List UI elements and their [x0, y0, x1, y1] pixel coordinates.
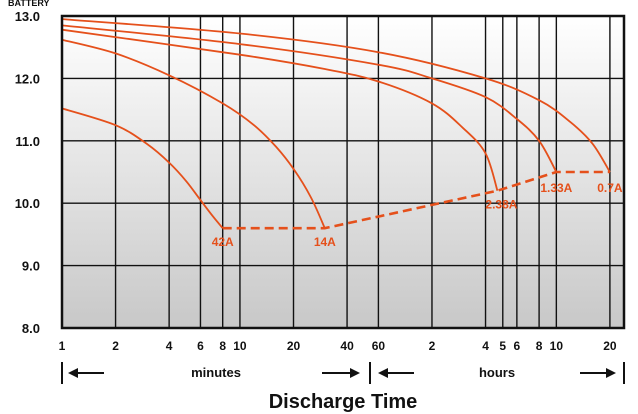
- x-tick-label: 10: [550, 339, 564, 353]
- y-tick-label: 10.0: [15, 196, 40, 211]
- x-tick-label: 40: [340, 339, 354, 353]
- y-tick-label: 9.0: [22, 259, 40, 274]
- hours-arrow-left-head: [378, 368, 388, 378]
- x-tick-label: 1: [59, 339, 66, 353]
- x-tick-label: 2: [429, 339, 436, 353]
- hours-label: hours: [479, 365, 515, 380]
- plot-frame: [60, 14, 626, 330]
- x-axis-title: Discharge Time: [269, 391, 418, 413]
- range-bar: minutes hours: [61, 362, 625, 384]
- corner-label: BATTERY: [8, 0, 50, 8]
- discharge-curves: [61, 18, 611, 230]
- x-tick-labels: 1 2 4 6 8 10 20 40 60 2 4 5 6 8 10 20: [59, 339, 617, 353]
- x-tick-label: 60: [372, 339, 386, 353]
- series-line-42A: [61, 107, 224, 229]
- minutes-arrow-right-head: [350, 368, 360, 378]
- series-line-14A: [61, 38, 326, 229]
- series-line-2-38A: [61, 28, 499, 191]
- y-tick-label: 11.0: [15, 134, 40, 149]
- x-tick-label: 2: [112, 339, 119, 353]
- series-line-0-7A: [61, 18, 611, 173]
- x-tick-label: 20: [287, 339, 301, 353]
- x-tick-label: 8: [536, 339, 543, 353]
- minutes-arrow-left-head: [68, 368, 78, 378]
- grid-lines: [61, 15, 624, 329]
- y-tick-labels: 8.0 9.0 10.0 11.0 12.0 13.0: [15, 9, 40, 336]
- series-label: 14A: [314, 235, 336, 249]
- series-label: 2.38A: [485, 198, 517, 212]
- cutoff-voltage-line: [222, 170, 610, 230]
- plot-background: [62, 16, 624, 328]
- x-tick-label: 10: [233, 339, 247, 353]
- series-label: 42A: [212, 235, 234, 249]
- x-tick-label: 6: [197, 339, 204, 353]
- y-tick-label: 12.0: [15, 71, 40, 86]
- x-tick-label: 4: [166, 339, 173, 353]
- series-label: 1.33A: [540, 181, 572, 195]
- x-tick-label: 6: [514, 339, 521, 353]
- curve-labels: 42A 14A 2.38A 1.33A 0.7A: [212, 181, 623, 249]
- hours-arrow-right-head: [606, 368, 616, 378]
- series-label: 0.7A: [597, 181, 623, 195]
- minutes-label: minutes: [191, 365, 241, 380]
- x-tick-label: 8: [219, 339, 226, 353]
- y-tick-label: 8.0: [22, 321, 40, 336]
- series-line-1-33A: [61, 24, 558, 173]
- y-tick-label: 13.0: [15, 9, 40, 24]
- x-tick-label: 5: [499, 339, 506, 353]
- x-tick-label: 20: [603, 339, 617, 353]
- x-tick-label: 4: [482, 339, 489, 353]
